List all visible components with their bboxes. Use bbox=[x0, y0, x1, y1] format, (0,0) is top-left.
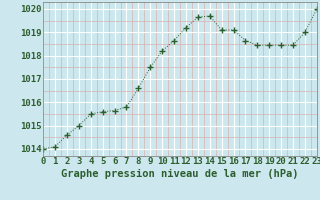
X-axis label: Graphe pression niveau de la mer (hPa): Graphe pression niveau de la mer (hPa) bbox=[61, 169, 299, 179]
